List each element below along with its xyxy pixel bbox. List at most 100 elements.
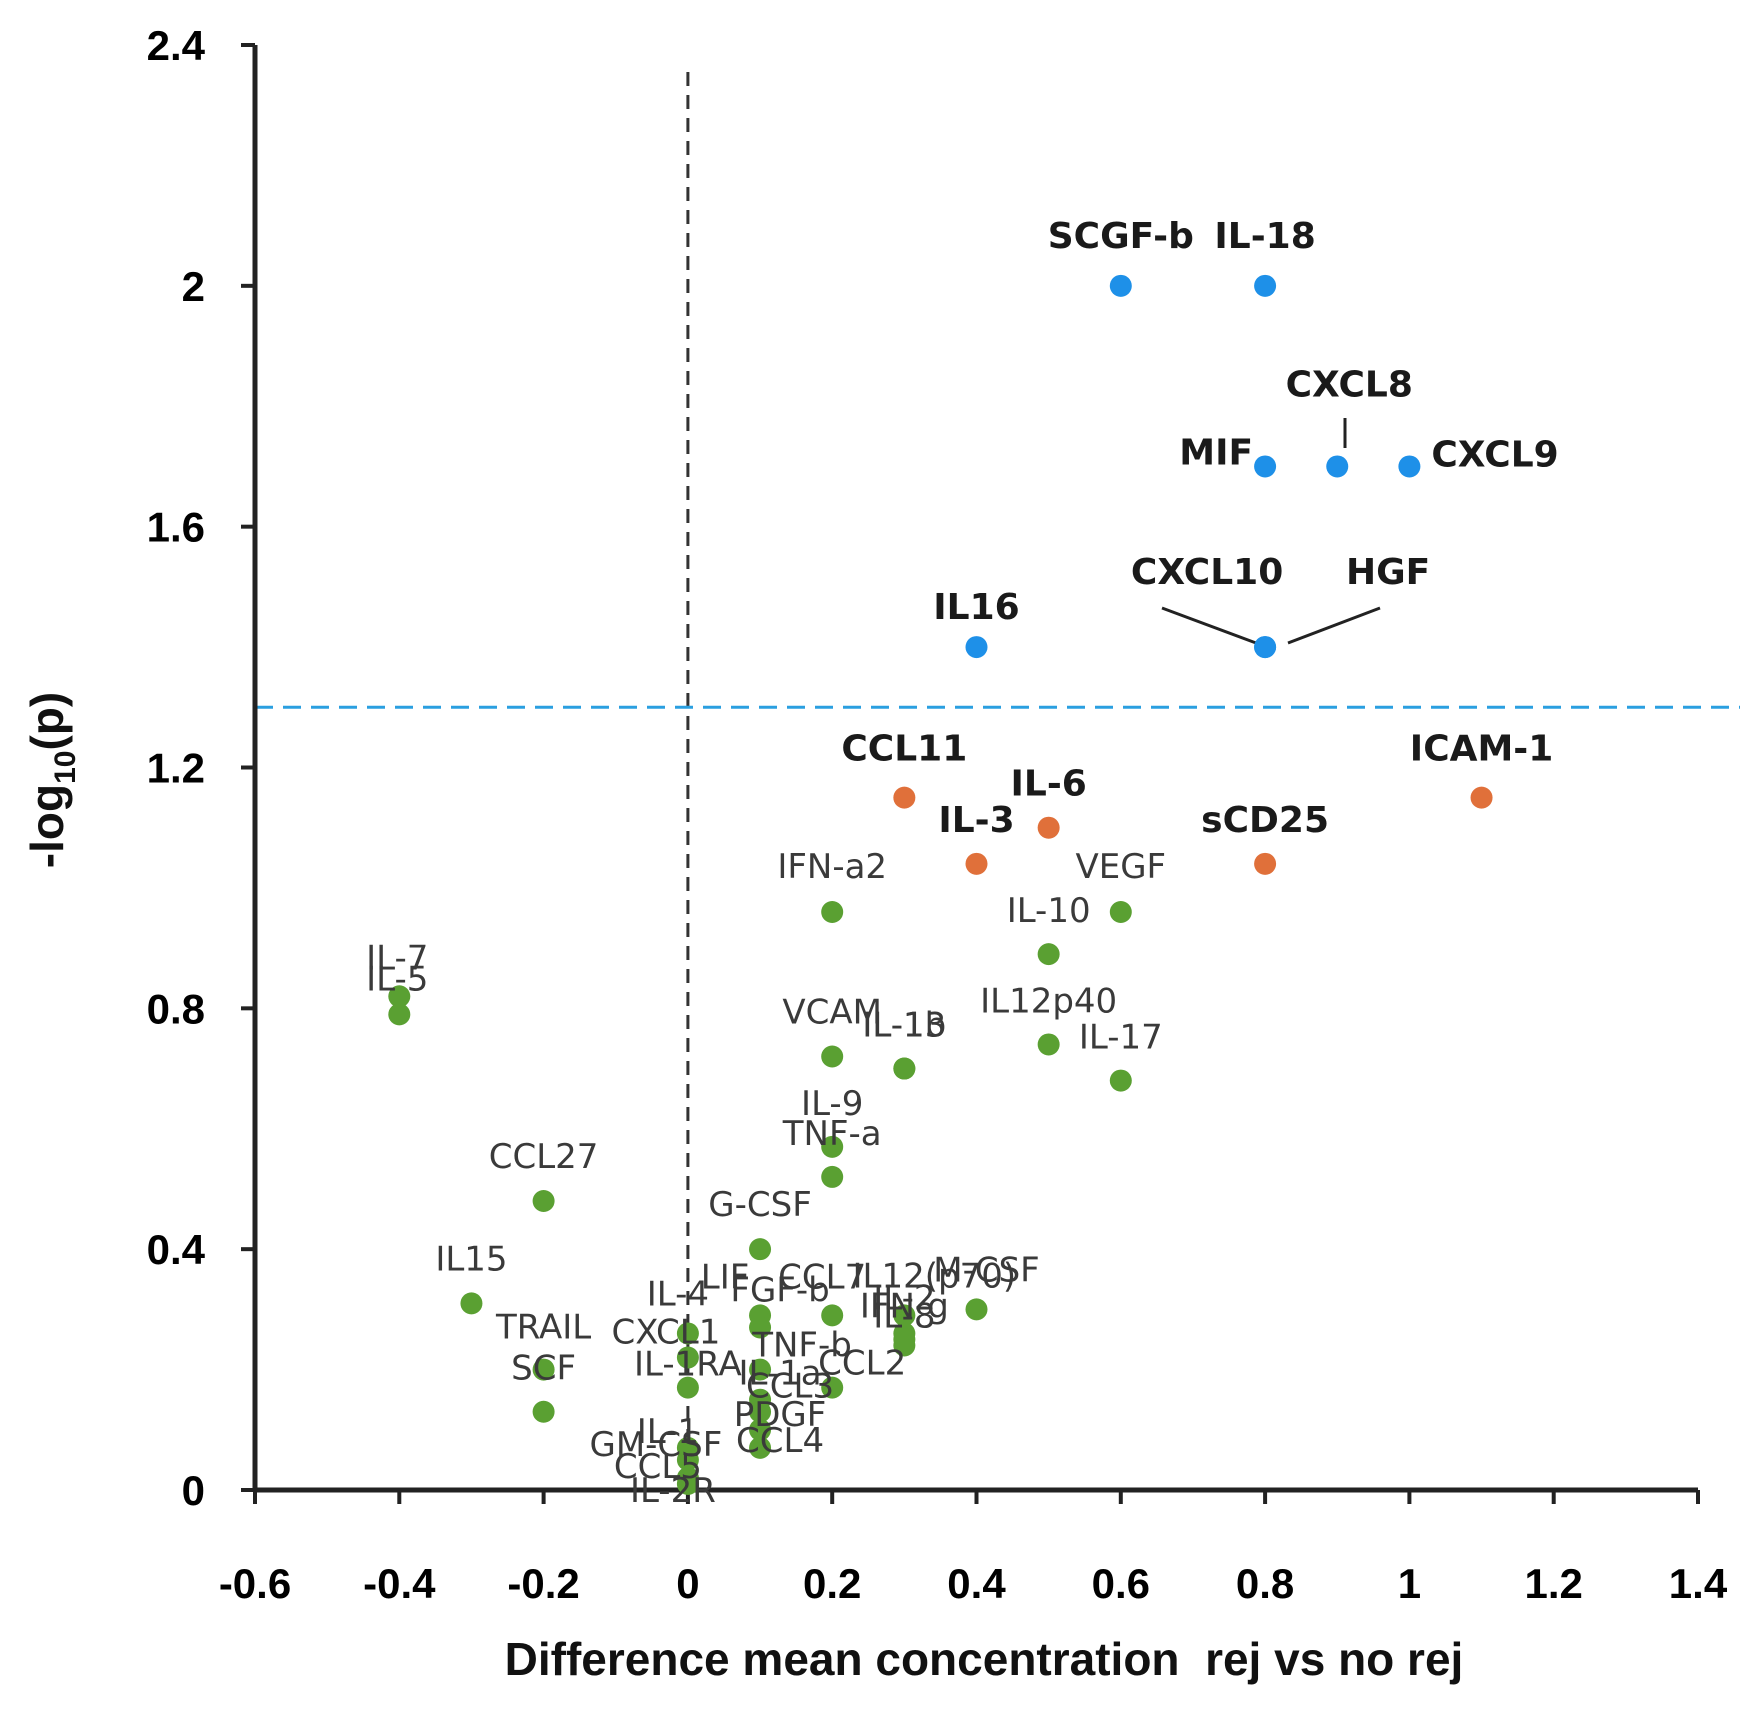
- label-il16: IL16: [933, 587, 1019, 628]
- x-tick-label: -0.2: [507, 1560, 579, 1607]
- point-trail: [532, 1358, 555, 1381]
- label-il-13: IL-13: [862, 1006, 946, 1046]
- x-tick-label: 1.2: [1525, 1560, 1583, 1607]
- point-il-1ra: [676, 1376, 699, 1399]
- point-labels: SCGF-b IL-18 MIF CXCL8 CXCL9 IL16 CXCL10 HGF CCL…: [366, 216, 1559, 1511]
- point-il-1b: [893, 1057, 916, 1080]
- y-tick-label: 2.4: [147, 22, 206, 69]
- y-tick-label: 0.8: [147, 985, 205, 1032]
- axes: 0 0.4 0.8 1.2 1.6 2 2.4 -0.6 -0.4 -0.2 0 0.2 0.4 0.6…: [147, 22, 1728, 1607]
- x-tick-label: -0.6: [219, 1560, 291, 1607]
- point-ifn-a2: [821, 901, 844, 923]
- label-ccl4: CCL4: [736, 1421, 824, 1461]
- y-axis-ticks: 0 0.4 0.8 1.2 1.6 2 2.4: [147, 22, 255, 1514]
- y-axis-title-sub: 10: [49, 751, 82, 784]
- point-ccl27: [532, 1190, 555, 1212]
- y-axis-title-main: -log: [21, 784, 73, 868]
- label-il-2r: IL-2R: [630, 1471, 716, 1511]
- label-fgf-b: FGF-b: [730, 1270, 829, 1310]
- label-tnf-b: TNF-b: [751, 1326, 852, 1366]
- label-il-17: IL-17: [1079, 1018, 1163, 1058]
- label-ccl11: CCL11: [841, 729, 967, 770]
- point-il-3: [965, 852, 988, 875]
- point-ccl7: [821, 1304, 844, 1327]
- point-il-7: [388, 985, 411, 1008]
- point-il-10: [1037, 943, 1060, 966]
- reference-lines: [255, 72, 1740, 1490]
- data-points: [388, 274, 1493, 1495]
- label-scgf-b: SCGF-b: [1048, 216, 1194, 257]
- label-cxcl10: CXCL10: [1131, 552, 1283, 593]
- label-cxcl9: CXCL9: [1431, 434, 1558, 475]
- point-il-2r: [676, 1472, 699, 1495]
- label-ccl3: CCL3: [746, 1367, 834, 1407]
- point-icam-1: [1470, 786, 1493, 809]
- leader-hgf: [1287, 606, 1381, 645]
- point-il-8: [893, 1334, 916, 1357]
- point-g-csf: [749, 1238, 772, 1261]
- label-trail: TRAIL: [495, 1308, 591, 1348]
- label-ccl27: CCL27: [489, 1137, 599, 1177]
- label-ccl2: CCL2: [818, 1344, 906, 1384]
- label-il-2: IL-2: [873, 1278, 935, 1318]
- label-il12-p70-: IL12(p70): [853, 1256, 1017, 1296]
- point-il-9: [821, 1135, 844, 1158]
- point-ccl3: [749, 1400, 772, 1423]
- point-tnf-a: [821, 1165, 844, 1188]
- label-ccl5: CCL5: [614, 1447, 702, 1487]
- label-tnf-a: TNF-a: [782, 1114, 882, 1154]
- point-il12-p70-: [893, 1304, 916, 1327]
- y-tick-label: 0: [182, 1467, 205, 1514]
- y-tick-label: 0.4: [147, 1226, 206, 1273]
- label-il15: IL15: [435, 1239, 507, 1279]
- point-fgf-b: [749, 1316, 772, 1339]
- point-gm-csf: [676, 1448, 699, 1471]
- label-il-1ra: IL-1RA: [634, 1345, 742, 1385]
- point-ccl2: [821, 1376, 844, 1399]
- label-il-4: IL-4: [647, 1274, 709, 1314]
- label-m-csf: M-CSF: [933, 1250, 1039, 1290]
- label-cxcl1: CXCL1: [611, 1313, 720, 1353]
- label-icam-1: ICAM-1: [1410, 729, 1554, 770]
- label-mif: MIF: [1179, 432, 1253, 473]
- label-il-5: IL-5: [366, 959, 428, 999]
- point-il-17: [1109, 1069, 1132, 1092]
- label-il-1: IL-1: [637, 1412, 699, 1452]
- point-cxcl9: [1398, 455, 1421, 478]
- label-vegf: VEGF: [1075, 847, 1166, 887]
- x-tick-label: -0.4: [363, 1560, 436, 1607]
- label-gm-csf: GM-CSF: [589, 1425, 722, 1465]
- point-scf: [532, 1400, 555, 1423]
- label-il-1a: IL-1a: [738, 1354, 821, 1394]
- label-il-1b: IL-1b: [862, 1006, 946, 1046]
- point-ccl4: [749, 1436, 772, 1459]
- point-vcam: [821, 1045, 844, 1068]
- label-g-csf: G-CSF: [708, 1185, 812, 1225]
- x-tick-label: 0.8: [1236, 1560, 1294, 1607]
- label-il-3: IL-3: [938, 800, 1014, 841]
- label-il-10: IL-10: [1007, 891, 1091, 931]
- label-scf: SCF: [511, 1349, 576, 1389]
- label-il-18: IL-18: [1214, 216, 1315, 257]
- point-il12p40: [1037, 1033, 1060, 1056]
- point-scgf-b: [1109, 274, 1132, 297]
- label-il12p40: IL12p40: [980, 981, 1117, 1021]
- point-hgf: [1254, 636, 1277, 659]
- y-axis-title: -log10(p): [21, 692, 82, 868]
- x-axis-title: Difference mean concentration rej vs no …: [505, 1633, 1464, 1685]
- point-mif: [1254, 455, 1277, 478]
- y-tick-label: 1.2: [147, 745, 205, 792]
- label-il-7: IL-7: [366, 938, 428, 978]
- y-tick-label: 2: [182, 263, 205, 310]
- label-vcam: VCAM: [782, 993, 882, 1033]
- x-tick-label: 0.2: [803, 1560, 861, 1607]
- label-ifn-g: IFN-g: [860, 1286, 949, 1326]
- point-il15: [460, 1292, 483, 1315]
- label-il-8: IL-8: [873, 1297, 935, 1337]
- point-m-csf: [965, 1298, 988, 1321]
- point-il-4: [676, 1322, 699, 1345]
- y-axis-title-tail: (p): [21, 692, 73, 751]
- point-scd25: [1254, 852, 1277, 875]
- point-il-18: [1254, 274, 1277, 297]
